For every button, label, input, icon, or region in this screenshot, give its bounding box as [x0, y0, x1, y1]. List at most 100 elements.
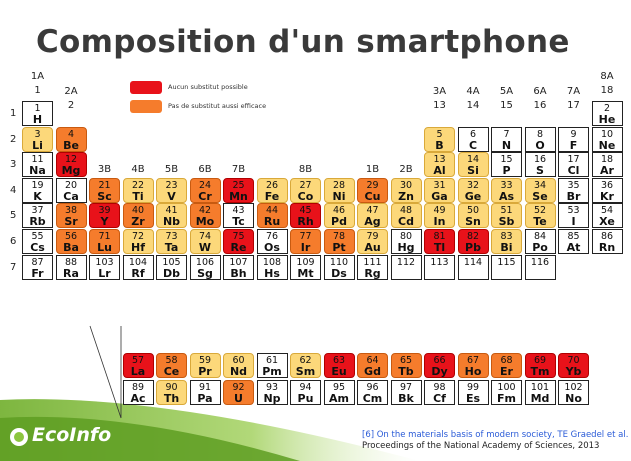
element-symbol: Bi: [500, 241, 513, 254]
atomic-number: 48: [399, 205, 413, 217]
atomic-number: 24: [198, 179, 212, 191]
group-label: 2A: [64, 86, 78, 97]
element-symbol: Ra: [63, 266, 79, 280]
element-symbol: Bk: [398, 392, 414, 405]
atomic-number: 110: [329, 256, 349, 268]
element-cell: 64 Gd: [357, 353, 388, 378]
atomic-number: 92: [232, 382, 245, 393]
element-symbol: As: [498, 189, 515, 203]
ecoinfo-logo: EcoInfo: [10, 424, 120, 450]
atomic-number: 71: [98, 231, 111, 242]
element-cell: 31 Ga: [424, 177, 455, 203]
element-cell: 112: [390, 254, 422, 280]
element-cell: 33 As: [491, 177, 522, 203]
element-cell: 57 La: [122, 353, 154, 378]
legend-label-no-substitute: Aucun substitut possible: [168, 83, 248, 91]
element-symbol: Y: [100, 215, 109, 229]
element-symbol: P: [502, 164, 511, 178]
atomic-number: 95: [332, 382, 346, 393]
element-symbol: Eu: [331, 365, 347, 378]
atomic-number: 35: [567, 179, 580, 191]
element-symbol: Ba: [63, 241, 79, 254]
atomic-number: 33: [500, 179, 513, 191]
element-cell: 51 Sb: [491, 203, 522, 229]
atomic-number: 20: [64, 179, 78, 191]
atomic-number: 21: [98, 179, 111, 191]
element-cell: 69 Tm: [524, 353, 556, 378]
element-symbol: Ne: [598, 138, 616, 152]
element-symbol: Te: [533, 215, 547, 229]
period-label: 1: [10, 108, 17, 119]
atomic-number: 85: [567, 231, 580, 242]
element-cell: 88 Ra: [55, 254, 87, 280]
element-cell: 74 W: [189, 229, 221, 254]
element-cell: 27 Co: [290, 177, 321, 203]
element-cell: 93 Np: [256, 380, 288, 405]
group-label: 8B: [298, 164, 313, 175]
element-cell: 111 Rg: [357, 254, 388, 280]
element-symbol: Fe: [264, 189, 280, 203]
atomic-number: 15: [500, 154, 513, 166]
atomic-number: 29: [366, 179, 379, 191]
atomic-number: 63: [332, 355, 346, 366]
element-symbol: Mo: [195, 215, 215, 229]
atomic-number: 51: [500, 205, 513, 217]
atomic-number: 55: [31, 231, 44, 242]
element-symbol: Lr: [98, 266, 111, 280]
element-symbol: V: [167, 189, 176, 203]
atomic-number: 108: [262, 256, 282, 268]
element-cell: 87 Fr: [22, 254, 53, 280]
element-symbol: Na: [29, 164, 46, 178]
element-cell: 97 Bk: [390, 380, 422, 405]
atomic-number: 11: [31, 154, 44, 166]
element-cell: 105 Db: [156, 254, 187, 280]
element-symbol: Yb: [565, 365, 582, 378]
element-symbol: Er: [500, 365, 513, 378]
group-label: 4B: [131, 164, 145, 175]
element-symbol: Tc: [232, 215, 245, 229]
element-symbol: In: [433, 215, 446, 229]
element-cell: 72 Hf: [122, 229, 154, 254]
element-cell: 96 Cm: [357, 380, 388, 405]
element-symbol: Md: [530, 392, 550, 405]
atomic-number: 12: [64, 154, 78, 166]
atomic-number: 1: [34, 103, 41, 114]
element-cell: 2 He: [591, 101, 623, 126]
atomic-number: 36: [600, 179, 614, 191]
atomic-number: 23: [165, 179, 178, 191]
atomic-number: 50: [466, 205, 480, 217]
period-label: 5: [10, 210, 17, 222]
element-cell: 61 Pm: [256, 353, 288, 378]
element-symbol: Cr: [198, 189, 212, 203]
atomic-number: 42: [198, 205, 212, 217]
element-cell: 53 I: [558, 203, 589, 229]
group-label: 5B: [164, 164, 179, 175]
atomic-number: 54: [600, 205, 614, 217]
atomic-number: 82: [466, 231, 480, 242]
element-cell: 116: [524, 254, 556, 280]
atomic-number: 3: [34, 128, 41, 140]
element-cell: 36 Kr: [591, 177, 623, 203]
element-cell: 99 Es: [457, 380, 489, 405]
element-cell: 42 Mo: [189, 203, 221, 229]
group-label: 2: [67, 100, 75, 111]
atomic-number: 9: [570, 128, 577, 140]
element-symbol: Al: [433, 164, 446, 178]
element-symbol: Ti: [132, 189, 144, 203]
element-symbol: Cs: [30, 241, 45, 254]
element-symbol: Tm: [530, 365, 550, 378]
element-symbol: Cu: [364, 189, 381, 203]
citation-link[interactable]: [6] On the materials basis of modern soc…: [362, 430, 629, 440]
element-symbol: Bh: [230, 266, 247, 280]
atomic-number: 41: [165, 205, 178, 217]
atomic-number: 13: [433, 154, 446, 166]
element-cell: 59 Pr: [189, 353, 221, 378]
atomic-number: 96: [366, 382, 379, 393]
atomic-number: 18: [600, 154, 614, 166]
atomic-number: 34: [533, 179, 547, 191]
element-cell: 90 Th: [156, 380, 187, 405]
element-cell: 98 Cf: [424, 380, 455, 405]
logo-mark-icon: [10, 428, 28, 446]
element-cell: 94 Pu: [290, 380, 321, 405]
